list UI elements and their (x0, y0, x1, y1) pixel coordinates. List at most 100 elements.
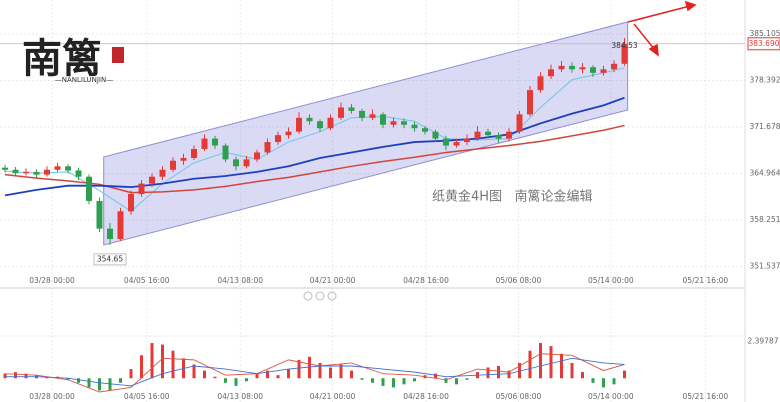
x-tick-label: 04/13 08:00 (217, 392, 263, 401)
candle-body (380, 114, 387, 125)
macd-bar (108, 378, 112, 391)
moving-average (4, 96, 625, 197)
x-tick-label: 04/05 16:00 (124, 392, 170, 401)
x-tick-label: 05/06 08:00 (496, 392, 542, 401)
candle-body (106, 228, 113, 240)
macd-bar (223, 378, 227, 383)
macd-bar (455, 378, 459, 385)
macd-bar (318, 362, 322, 379)
candle-body (43, 169, 50, 175)
candle-body (464, 138, 471, 143)
candle-body (485, 131, 492, 136)
macd-bar (171, 350, 175, 379)
arrows (627, 0, 697, 57)
candle-body (348, 107, 355, 111)
candle-body (358, 110, 365, 118)
candle-body (548, 69, 555, 77)
annotation-box (93, 253, 127, 266)
candle-body (611, 63, 618, 70)
candle-body (222, 145, 229, 160)
price-annotation: 384.53 (611, 41, 637, 50)
macd-bar (623, 370, 627, 379)
candle-body (306, 117, 313, 122)
x-tick-label: 05/14 00:00 (588, 276, 634, 285)
macd-bar (66, 378, 70, 380)
candle-body (285, 131, 292, 136)
last-price-label: 383.690 (748, 39, 779, 48)
candle-body (569, 65, 576, 70)
x-tick-label: 04/05 16:00 (124, 276, 170, 285)
candle-body (85, 176, 92, 201)
candle-body (22, 171, 29, 174)
macd-bar (24, 373, 28, 379)
candle-body (12, 169, 19, 174)
macd-bar (97, 378, 101, 391)
candle-body (169, 160, 176, 170)
macd-bar (381, 378, 385, 386)
macd-bar (612, 378, 616, 385)
last-price-box (747, 37, 780, 51)
x-tick-label: 05/14 00:00 (588, 392, 634, 401)
macd-bar (507, 370, 511, 379)
y-tick-label: 364.964 (749, 168, 780, 177)
candle-body (453, 142, 460, 146)
macd-bar (286, 369, 290, 379)
macd-bar (3, 373, 7, 379)
x-tick-label: 05/06 08:00 (496, 276, 542, 285)
candle-body (590, 67, 597, 73)
arrow-head (684, 0, 697, 12)
candle-body (579, 67, 586, 70)
candle-body (537, 76, 544, 91)
x-tick-label: 03/28 00:00 (29, 276, 75, 285)
candle-body (243, 159, 250, 167)
logo-subtitle: —NANLILUNJIN— (55, 76, 114, 84)
moving-average (4, 124, 625, 194)
grid (0, 0, 745, 402)
logo-text: 南篱 (22, 35, 102, 82)
macd-bar (213, 376, 217, 379)
candle-body (474, 131, 481, 139)
candle-body (274, 135, 281, 143)
candle-body (117, 211, 124, 240)
macd-bar (13, 372, 17, 379)
candle-body (401, 121, 408, 125)
candle-body (516, 114, 523, 132)
candle-body (75, 170, 82, 177)
candle-body (295, 117, 302, 132)
zoom-button[interactable] (327, 291, 337, 301)
candle-body (369, 114, 376, 118)
y-tick-label: 358.251 (749, 215, 780, 224)
candle-body (159, 169, 166, 177)
candle-body (1, 167, 8, 170)
candle-body (33, 171, 40, 175)
candle-body (54, 166, 61, 170)
candle-body (253, 152, 260, 160)
macd-bar (150, 343, 154, 379)
zoom-button[interactable] (303, 291, 313, 301)
macd-bar (444, 378, 448, 383)
macd-bar (392, 378, 396, 388)
price-annotation: 354.65 (97, 254, 123, 263)
zoom-controls[interactable] (303, 291, 337, 301)
x-tick-label: 04/21 00:00 (310, 276, 356, 285)
candle-body (211, 138, 218, 146)
macd-bar (360, 378, 364, 380)
y-tick-label: 351.537 (749, 261, 780, 270)
macd-bar (465, 378, 469, 380)
macd-bar (129, 369, 133, 379)
macd-bar (160, 344, 164, 379)
y-tick-label: 385.105 (749, 29, 780, 38)
macd-bar (591, 378, 595, 383)
macd-bar (413, 378, 417, 382)
candle-body (316, 121, 323, 129)
macd-bar (371, 378, 374, 383)
macd-bar (402, 378, 406, 385)
candle-body (422, 128, 429, 132)
logo-seal (112, 47, 124, 63)
zoom-button[interactable] (315, 291, 325, 301)
x-tick-label: 04/13 08:00 (217, 276, 263, 285)
candle-body (527, 90, 534, 115)
candle-body (190, 148, 197, 158)
macd-bar (192, 364, 196, 379)
candle-body (201, 138, 208, 149)
